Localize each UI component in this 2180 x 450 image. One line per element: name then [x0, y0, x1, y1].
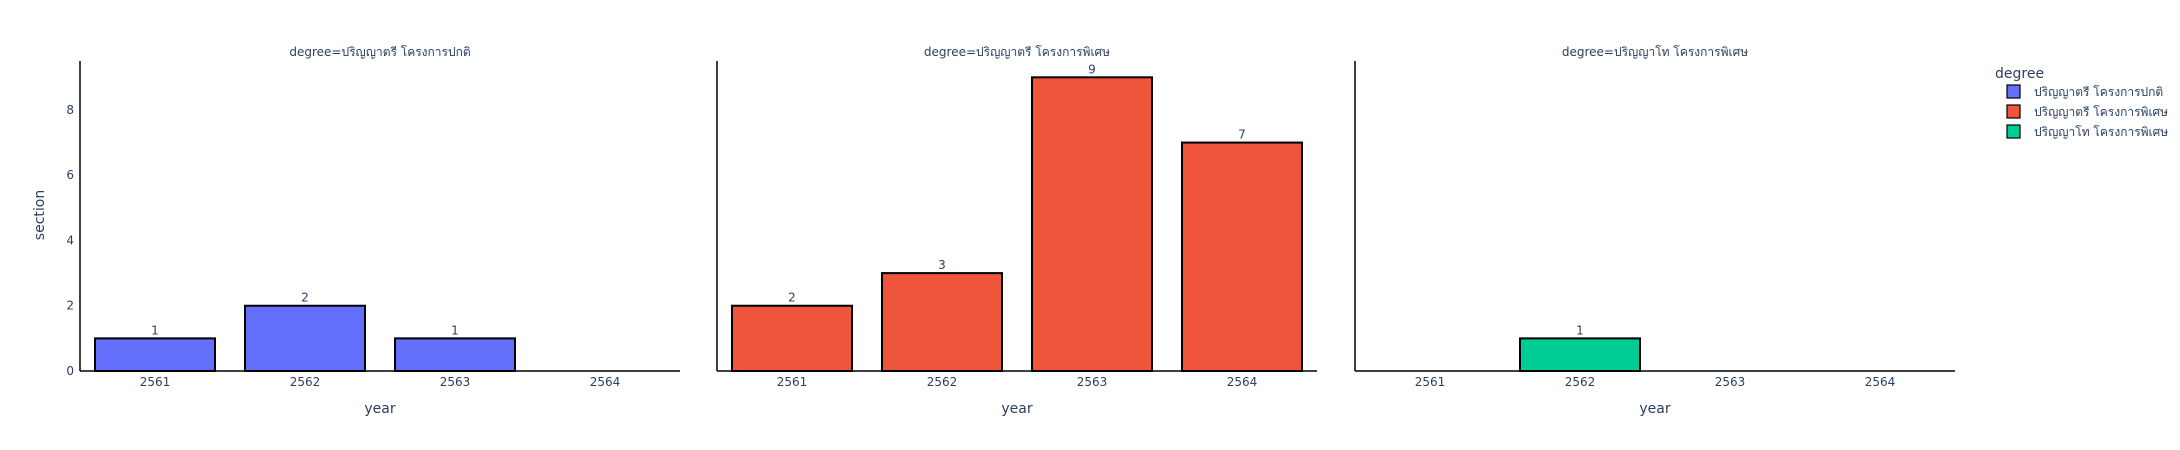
legend-label: ปริญญาโท โครงการพิเศษ: [2034, 125, 2168, 139]
legend-swatch: [2006, 84, 2021, 99]
x-tick-label: 2561: [777, 375, 808, 389]
y-tick-label: 0: [66, 364, 74, 378]
y-tick-label: 4: [66, 233, 74, 247]
facet-panel: degree=ปริญญาตรี โครงการปกติ 0 2 4 6 8 2561 1 25…: [66, 45, 680, 417]
bar[interactable]: [1031, 76, 1153, 372]
x-tick-label: 2562: [927, 375, 958, 389]
x-tick-label: 2561: [1415, 375, 1446, 389]
bar-value-label: 1: [151, 323, 159, 337]
x-tick-label: 2563: [440, 375, 471, 389]
facet-title: degree=ปริญญาตรี โครงการปกติ: [289, 45, 470, 59]
facet-title: degree=ปริญญาโท โครงการพิเศษ: [1562, 45, 1748, 59]
bar[interactable]: [881, 272, 1003, 372]
bar-value-label: 3: [938, 258, 946, 272]
facet-title: degree=ปริญญาตรี โครงการพิเศษ: [924, 45, 1110, 59]
facet-panels: degree=ปริญญาตรี โครงการปกติ 0 2 4 6 8 2561 1 25…: [66, 45, 1955, 417]
legend-label: ปริญญาตรี โครงการพิเศษ: [2034, 105, 2168, 119]
x-axis-title: year: [1001, 401, 1032, 417]
bar-value-label: 2: [788, 291, 796, 305]
x-tick-label: 2563: [1715, 375, 1746, 389]
bar-value-label: 1: [1576, 323, 1584, 337]
bar[interactable]: [1181, 141, 1303, 372]
bar-value-label: 7: [1238, 128, 1246, 142]
x-tick-label: 2561: [140, 375, 171, 389]
legend: degree ปริญญาตรี โครงการปกติปริญญาตรี โค…: [1995, 66, 2168, 139]
x-axis-title: year: [364, 401, 395, 417]
legend-swatch: [2006, 104, 2021, 119]
x-tick-label: 2562: [290, 375, 321, 389]
x-tick-label: 2562: [1565, 375, 1596, 389]
legend-item[interactable]: ปริญญาตรี โครงการปกติ: [2006, 84, 2163, 99]
facet-panel: degree=ปริญญาตรี โครงการพิเศษ 2561 2 2562 3 2…: [716, 45, 1317, 417]
bar-value-label: 2: [301, 291, 309, 305]
y-tick-label: 8: [66, 103, 74, 117]
bar[interactable]: [394, 337, 516, 372]
x-tick-label: 2564: [590, 375, 621, 389]
legend-item[interactable]: ปริญญาโท โครงการพิเศษ: [2006, 124, 2168, 139]
bar-value-label: 1: [451, 323, 459, 337]
y-tick-label: 2: [66, 299, 74, 313]
facet-panel: degree=ปริญญาโท โครงการพิเศษ 2561 2562 1 256…: [1354, 45, 1955, 417]
legend-title: degree: [1995, 66, 2044, 82]
y-tick-label: 6: [66, 168, 74, 182]
x-axis-title: year: [1639, 401, 1670, 417]
bar[interactable]: [94, 337, 216, 372]
bar[interactable]: [731, 304, 853, 373]
bar[interactable]: [1519, 337, 1641, 372]
x-tick-label: 2563: [1077, 375, 1108, 389]
x-tick-label: 2564: [1227, 375, 1258, 389]
bar-value-label: 9: [1088, 62, 1096, 76]
x-tick-label: 2564: [1865, 375, 1896, 389]
legend-label: ปริญญาตรี โครงการปกติ: [2034, 85, 2163, 99]
bar[interactable]: [244, 304, 366, 373]
legend-swatch: [2006, 124, 2021, 139]
legend-item[interactable]: ปริญญาตรี โครงการพิเศษ: [2006, 104, 2168, 119]
y-axis-title: section: [32, 190, 48, 240]
